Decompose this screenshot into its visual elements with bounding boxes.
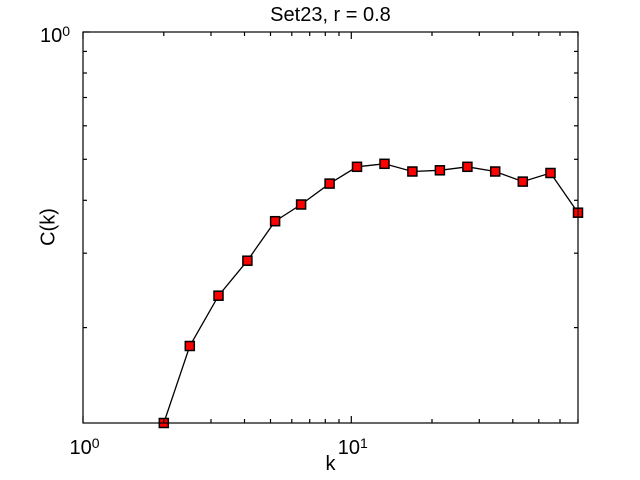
y-tick-base: 10 xyxy=(39,25,63,47)
y-tick-exponent: 0 xyxy=(62,23,70,39)
data-point-marker xyxy=(407,166,418,177)
data-point-marker xyxy=(269,215,281,227)
x-axis-label: k xyxy=(325,453,336,475)
data-point-marker xyxy=(324,178,335,189)
x-tick-base: 10 xyxy=(69,437,92,459)
data-point-marker xyxy=(213,290,224,301)
x-tick-base: 10 xyxy=(337,437,360,459)
x-tick-exponent: 1 xyxy=(359,435,368,451)
x-tick-label-1e1: 101 xyxy=(338,436,368,458)
data-line xyxy=(163,163,579,424)
data-point-marker xyxy=(434,165,446,176)
data-point-marker xyxy=(295,199,307,210)
axes-box xyxy=(82,31,579,424)
data-point-marker xyxy=(489,166,501,177)
data-point-marker xyxy=(517,176,529,187)
data-point-marker xyxy=(351,161,363,173)
data-point-marker xyxy=(545,167,556,179)
x-tick-exponent: 0 xyxy=(91,435,100,451)
data-point-marker xyxy=(379,158,390,170)
x-tick-label-1e0: 100 xyxy=(69,436,99,458)
data-point-marker xyxy=(184,340,196,352)
data-point-marker xyxy=(462,161,473,173)
y-axis-label: C(k) xyxy=(37,208,60,246)
y-tick-label-1e0: 100 xyxy=(40,24,70,46)
chart-title: Set23, r = 0.8 xyxy=(270,4,391,26)
data-point-marker xyxy=(242,255,253,266)
